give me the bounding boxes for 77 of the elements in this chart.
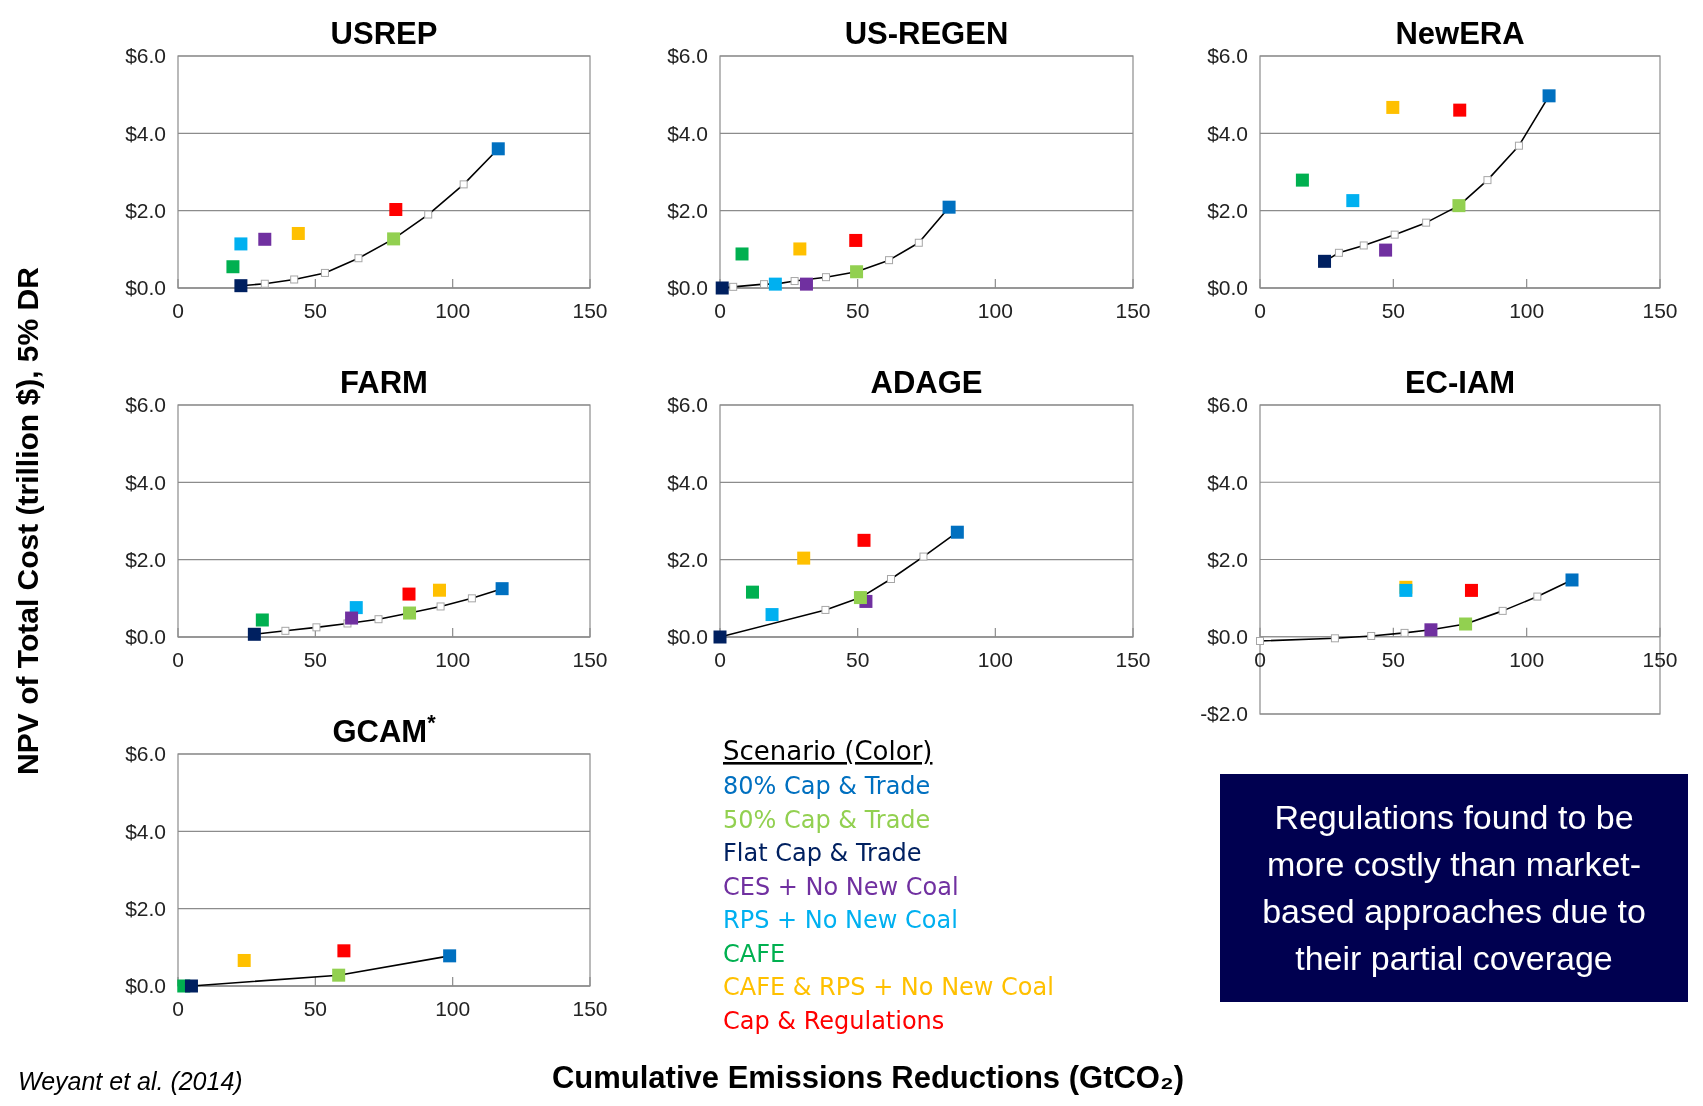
y-tick-label: $2.0 [1207,199,1248,223]
x-tick-label: 0 [714,648,726,671]
chart-title: NewERA [1395,16,1525,51]
legend-title: Scenario (Color) [723,736,933,766]
text: 80% Cap & Trade [723,772,931,800]
x-axis-title: Cumulative Emissions Reductions (GtCO₂) [551,1060,1185,1095]
y-tick-label: $0.0 [125,625,166,649]
y-tick-label: $6.0 [125,742,166,766]
x-tick-label: 0 [714,299,726,322]
x-tick-label: 100 [1509,299,1545,322]
x-tick-label: 100 [977,648,1013,671]
y-axis-title: NPV of Total Cost (trillion $), 5% DR [11,266,44,775]
chart-title: ADAGE [870,365,983,400]
x-tick-label: 50 [303,299,328,322]
x-tick-label: 100 [435,997,471,1020]
y-tick-label: $0.0 [1207,276,1248,300]
x-tick-label: 0 [172,648,184,671]
x-tick-label: 0 [1254,647,1266,671]
x-tick-label: 0 [1254,299,1266,322]
y-tick-label: $0.0 [667,625,708,649]
y-tick-label: $4.0 [125,470,166,494]
text: Weyant et al. (2014) [18,1067,243,1095]
x-tick-label: 100 [435,648,471,671]
y-tick-label: $2.0 [125,548,166,572]
x-tick-label: 150 [572,299,608,322]
x-tick-label: 150 [1115,648,1151,671]
x-tick-label: 50 [1381,647,1406,671]
y-tick-label: $6.0 [125,393,166,417]
x-tick-label: 50 [845,648,870,671]
y-tick-label: $2.0 [125,199,166,223]
y-tick-label: $0.0 [125,276,166,300]
y-tick-label: $6.0 [667,393,708,417]
x-tick-label: 150 [572,997,608,1020]
x-tick-label: 50 [1381,299,1406,322]
y-tick-label: $6.0 [1207,44,1248,68]
y-tick-label: $6.0 [125,44,166,68]
legend-label: RPS + No New Coal [723,906,958,934]
y-tick-label: $6.0 [1207,393,1248,417]
text: Regulations found to be more costly than market-based approaches due to their partial coverage [1262,798,1646,978]
x-tick-label: 0 [172,997,184,1020]
text: Flat Cap & Trade [723,839,922,867]
x-tick-label: 100 [1509,647,1545,671]
y-tick-label: $2.0 [1207,547,1248,571]
legend-label: CES + No New Coal [723,872,959,901]
text: 50% Cap & Trade [723,805,931,834]
y-tick-label: $4.0 [125,819,166,843]
text: CAFE [723,939,786,968]
y-tick-label: -$2.0 [1200,702,1248,726]
x-tick-label: 100 [977,299,1013,322]
x-tick-label: 150 [572,648,608,671]
text: CAFE & RPS + No New Coal [723,973,1054,1001]
chart-title: GCAM$^{*}$ [332,709,437,749]
y-tick-label: $2.0 [667,199,708,223]
y-tick-label: $4.0 [667,470,708,494]
x-tick-label: 50 [845,299,870,322]
y-tick-label: $0.0 [667,276,708,300]
y-tick-label: $4.0 [667,121,708,145]
y-tick-label: $6.0 [667,44,708,68]
y-tick-label: $4.0 [1207,121,1248,145]
chart-title: USREP [330,16,438,51]
text: Cap & Regulations [723,1006,945,1035]
x-tick-label: 50 [303,648,328,671]
x-tick-label: 150 [1115,299,1151,322]
chart-title: US-REGEN [844,16,1009,51]
y-tick-label: $0.0 [125,974,166,998]
x-tick-label: 0 [172,299,184,322]
chart-title: EC-IAM [1404,365,1516,400]
x-tick-label: 100 [435,299,471,322]
x-tick-label: 150 [1642,647,1678,671]
y-tick-label: $4.0 [125,121,166,145]
y-tick-label: $2.0 [667,548,708,572]
x-tick-label: 150 [1642,299,1678,322]
y-tick-label: $2.0 [125,897,166,921]
x-tick-label: 50 [303,997,328,1020]
chart-title: FARM [340,365,428,400]
y-tick-label: $0.0 [1207,625,1248,649]
y-tick-label: $4.0 [1207,470,1248,494]
